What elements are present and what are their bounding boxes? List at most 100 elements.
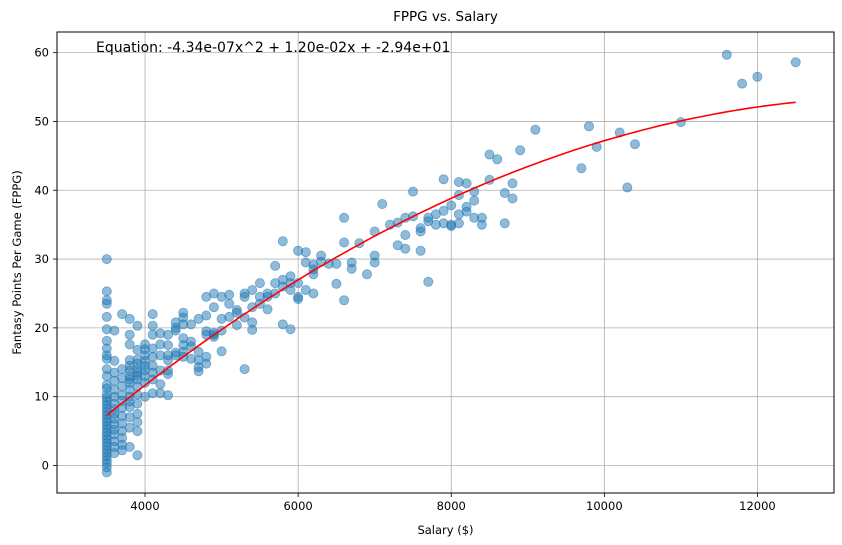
x-tick-label: 12000 [739, 499, 776, 513]
data-point [515, 145, 526, 156]
data-point [461, 178, 472, 189]
y-axis-label: Fantasy Points Per Game (FPPG) [10, 170, 24, 354]
data-point [208, 302, 219, 313]
data-point [507, 193, 518, 204]
data-point [224, 311, 235, 322]
data-point [231, 307, 242, 318]
data-point [361, 269, 372, 280]
axis-ticks: 4000 6000 8000 10000 12000 0 10 20 30 40 50 60 [34, 46, 775, 513]
data-point [576, 163, 587, 174]
data-point [415, 226, 426, 237]
x-tick-label: 6000 [283, 499, 312, 513]
data-point [277, 319, 288, 330]
data-point [377, 198, 388, 209]
data-point [461, 206, 472, 217]
data-point [162, 340, 173, 351]
data-point [469, 195, 480, 206]
data-point [208, 331, 219, 342]
data-point [101, 286, 112, 297]
data-point [117, 309, 128, 320]
data-point [262, 304, 273, 315]
x-axis-label: Salary ($) [417, 523, 473, 537]
data-point [162, 390, 173, 401]
data-point [147, 309, 158, 320]
data-point [339, 295, 350, 306]
data-point [101, 254, 112, 265]
y-tick-label: 20 [34, 321, 49, 335]
fit-curve-layer [106, 101, 796, 417]
data-point [162, 368, 173, 379]
data-point [331, 258, 342, 269]
data-point [101, 311, 112, 322]
data-point [308, 288, 319, 299]
data-point [790, 57, 801, 68]
equation-annotation: Equation: -4.34e-07x^2 + 1.20e-02x + -2.… [96, 40, 450, 56]
data-point [400, 229, 411, 240]
data-point [201, 358, 212, 369]
data-point [446, 200, 457, 211]
data-point [201, 310, 212, 321]
data-point [224, 298, 235, 309]
data-point [499, 218, 510, 229]
chart-title: FPPG vs. Salary [393, 9, 498, 25]
data-point [300, 247, 311, 258]
data-point [415, 245, 426, 256]
y-tick-label: 30 [34, 252, 49, 266]
y-tick-label: 50 [34, 114, 49, 128]
data-point [231, 320, 242, 331]
data-point [193, 366, 204, 377]
data-point [101, 298, 112, 309]
plot-frame [56, 31, 835, 494]
scatter-points [101, 49, 801, 478]
data-point [438, 205, 449, 216]
data-point [507, 178, 518, 189]
data-point [239, 364, 250, 375]
data-point [132, 426, 143, 437]
data-point [155, 379, 166, 390]
data-point [339, 212, 350, 223]
data-point [162, 355, 173, 366]
data-point [423, 276, 434, 287]
data-point [499, 187, 510, 198]
data-point [400, 243, 411, 254]
x-tick-label: 10000 [586, 499, 623, 513]
data-point [124, 339, 135, 350]
data-point [170, 325, 181, 336]
y-tick-label: 40 [34, 183, 49, 197]
data-point [124, 441, 135, 452]
data-point [346, 263, 357, 274]
data-point [147, 320, 158, 331]
data-point [622, 182, 633, 193]
data-point [484, 149, 495, 160]
data-point [737, 78, 748, 89]
data-point [331, 278, 342, 289]
data-point [721, 49, 732, 60]
data-point [438, 174, 449, 185]
data-point [254, 278, 265, 289]
data-point [132, 450, 143, 461]
y-tick-label: 0 [42, 458, 49, 472]
data-point [247, 284, 258, 295]
data-point [630, 139, 641, 150]
data-point [453, 218, 464, 229]
data-point [339, 237, 350, 248]
data-point [476, 219, 487, 230]
plot-area [57, 32, 834, 493]
data-point [293, 293, 304, 304]
fit-curve [106, 101, 796, 417]
data-point [285, 324, 296, 335]
data-point [277, 236, 288, 247]
data-point [162, 329, 173, 340]
data-point [407, 186, 418, 197]
x-tick-label: 8000 [437, 499, 466, 513]
data-point [584, 121, 595, 132]
data-point [492, 154, 503, 165]
data-point [270, 260, 281, 271]
data-point [752, 71, 763, 82]
data-point [247, 324, 258, 335]
data-point [239, 291, 250, 302]
data-point [124, 329, 135, 340]
data-point [101, 467, 112, 478]
data-point [124, 313, 135, 324]
